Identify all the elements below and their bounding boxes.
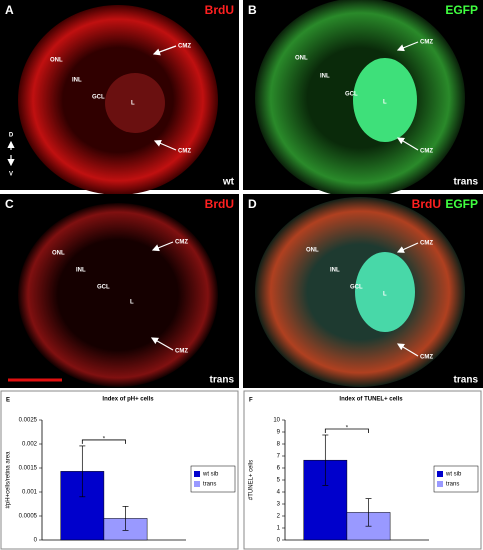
y-tick-label: 0.0015 <box>19 466 38 472</box>
orientation-label: D <box>9 133 14 139</box>
panel-d: D EGFP BrdU ONL INL GCL L CMZ CMZ trans <box>243 194 483 388</box>
arrow <box>152 45 177 56</box>
y-tick-label: 1 <box>277 526 281 532</box>
significance-bracket <box>324 428 369 433</box>
lens <box>105 73 165 133</box>
layer-label: ONL <box>306 248 319 254</box>
arrow <box>153 140 177 151</box>
stain: BrdU <box>412 197 441 211</box>
legend-label: wt sib <box>445 472 462 478</box>
legend-label: trans <box>446 482 459 488</box>
genotype: trans <box>454 177 479 188</box>
legend-swatch <box>194 471 200 477</box>
y-tick-label: 0.002 <box>22 442 38 448</box>
arrow <box>396 343 419 357</box>
y-tick-label: 10 <box>273 418 280 424</box>
panel-letter: F <box>249 398 253 404</box>
panel-letter: A <box>5 3 14 17</box>
cmz-label: CMZ <box>175 349 188 355</box>
layer-label: L <box>131 101 135 107</box>
panel-letter: B <box>248 3 257 17</box>
genotype: trans <box>454 375 479 386</box>
panel-c: C BrdU ONL INL GCL L CMZ CMZ trans <box>0 194 239 388</box>
cmz-label: CMZ <box>175 240 188 246</box>
stain: EGFP <box>445 3 478 17</box>
chart-title: Index of TUNEL+ cells <box>339 397 403 403</box>
layer-label: L <box>383 100 387 106</box>
y-tick-label: 4 <box>277 490 281 496</box>
legend-box <box>190 465 236 493</box>
panel-letter: E <box>6 398 10 404</box>
chart-title: Index of pH+ cells <box>102 397 154 403</box>
layer-label: ONL <box>52 251 65 257</box>
cmz-label: CMZ <box>178 149 191 155</box>
annotation: * <box>103 436 106 442</box>
layer-label: INL <box>320 74 330 80</box>
legend-swatch <box>437 471 443 477</box>
arrow <box>151 241 174 252</box>
legend-swatch <box>194 481 200 487</box>
cmz-label: CMZ <box>420 40 433 46</box>
cmz-label: CMZ <box>420 355 433 361</box>
y-tick-label: 8 <box>277 442 281 448</box>
arrow <box>396 41 419 52</box>
legend-label: wt sib <box>202 472 219 478</box>
arrow <box>396 242 419 253</box>
y-tick-label: 0.001 <box>22 490 38 496</box>
y-tick-label: 0 <box>277 538 281 544</box>
layer-label: L <box>383 292 387 298</box>
layer-label: ONL <box>50 58 63 64</box>
stain: EGFP <box>445 197 478 211</box>
layer-label: ONL <box>295 56 308 62</box>
layer-label: INL <box>76 268 86 274</box>
layer-label: GCL <box>350 285 363 291</box>
y-tick-label: 9 <box>277 430 281 436</box>
panel-letter: D <box>248 197 257 211</box>
layer-label: GCL <box>92 95 105 101</box>
cmz-label: CMZ <box>420 149 433 155</box>
layer-label: GCL <box>345 92 358 98</box>
layer-label: GCL <box>97 285 110 291</box>
y-axis-label: #pH+cells/retina area <box>6 451 12 509</box>
genotype: wt <box>222 177 235 188</box>
legend-box <box>433 465 479 493</box>
layer-label: INL <box>330 268 340 274</box>
arrow <box>396 137 419 151</box>
stain: BrdU <box>205 3 234 17</box>
genotype: trans <box>210 375 235 386</box>
legend-label: trans <box>203 482 216 488</box>
y-tick-label: 0 <box>34 538 38 544</box>
lens <box>355 252 415 332</box>
cmz-label: CMZ <box>420 241 433 247</box>
panel-letter: C <box>5 197 14 211</box>
layer-label: INL <box>72 78 82 84</box>
retina <box>18 203 218 387</box>
stain: BrdU <box>205 197 234 211</box>
y-tick-label: 5 <box>277 478 281 484</box>
y-axis-label: #TUNEL+ cells <box>249 460 255 500</box>
y-tick-label: 3 <box>277 502 281 508</box>
legend-swatch <box>437 481 443 487</box>
y-tick-label: 0.0025 <box>19 418 38 424</box>
annotation: * <box>346 426 349 432</box>
lens <box>353 58 417 142</box>
cmz-label: CMZ <box>178 44 191 50</box>
panel-b: B EGFP ONL INL GCL L CMZ CMZ trans <box>243 0 483 198</box>
y-tick-label: 7 <box>277 454 281 460</box>
y-tick-label: 2 <box>277 514 281 520</box>
y-tick-label: 6 <box>277 466 281 472</box>
y-tick-label: 0.0005 <box>19 514 38 520</box>
arrow <box>150 337 174 351</box>
panel-a: A BrdU ONL INL GCL L CMZ CMZ D V wt <box>0 0 239 195</box>
layer-label: L <box>130 300 134 306</box>
significance-bracket <box>81 439 126 444</box>
orientation-label: V <box>9 172 13 178</box>
